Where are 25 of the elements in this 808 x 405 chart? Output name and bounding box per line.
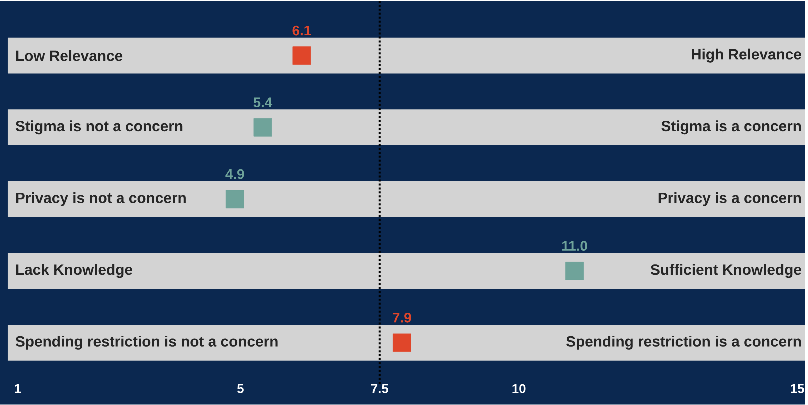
x-tick-label: 5 (237, 384, 244, 394)
point (292, 46, 312, 66)
data-label: 11.0 (562, 241, 588, 252)
x-tick-label: 1 (15, 384, 22, 394)
data-label: 4.9 (226, 170, 244, 180)
annotation: Privacy is a concern (658, 192, 802, 206)
annotation: Stigma is a concern (662, 120, 802, 135)
point (254, 118, 272, 137)
annotation: Sufficient Knowledge (650, 264, 802, 278)
annotation: High Relevance (692, 48, 802, 63)
y-tick-label: Spending restriction is not a concern (16, 336, 278, 350)
point (392, 334, 412, 352)
y-tick-label: Low Relevance (16, 50, 123, 62)
point (566, 262, 584, 280)
data-label: 7.9 (393, 313, 412, 323)
x-tick-label: 7.5 (371, 384, 389, 394)
point (226, 190, 244, 209)
x-tick-label: 15 (791, 384, 804, 394)
data-label: 6.1 (292, 26, 312, 36)
y-tick-label: Stigma is not a concern (16, 120, 183, 135)
annotation: Spending restriction is a concern (566, 336, 802, 350)
data-label: 5.4 (254, 98, 273, 108)
y-tick-label: Lack Knowledge (16, 264, 133, 278)
y-tick-label: Privacy is not a concern (16, 192, 186, 206)
x-tick-label: 10 (512, 384, 526, 394)
